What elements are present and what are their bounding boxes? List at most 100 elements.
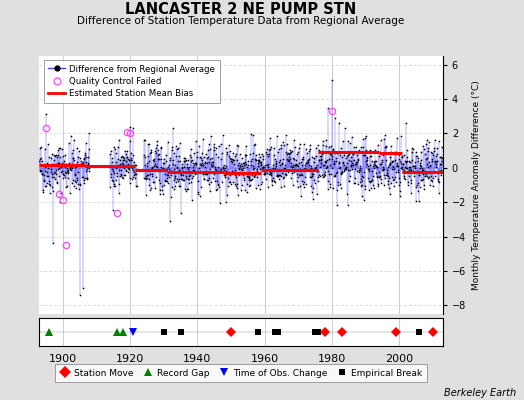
Legend: Station Move, Record Gap, Time of Obs. Change, Empirical Break: Station Move, Record Gap, Time of Obs. C… (56, 364, 427, 382)
Point (281, 162, 289, 168)
Point (79, 174, 87, 180)
Point (218, 179, 226, 185)
Point (259, 152, 268, 159)
Point (36, 166, 44, 173)
Point (225, 142, 233, 148)
Point (436, 154, 444, 160)
Point (202, 177, 211, 184)
Point (211, 166, 219, 173)
Point (319, 142, 328, 149)
Point (173, 164, 181, 170)
Point (143, 171, 151, 178)
Point (334, 181, 342, 188)
Point (123, 164, 132, 171)
Point (354, 157, 363, 163)
Point (431, 173, 440, 179)
Point (244, 158, 252, 164)
Point (60, 158, 69, 164)
Point (423, 172, 431, 179)
Point (430, 148, 439, 154)
Point (370, 159, 378, 165)
Point (345, 173, 354, 179)
Point (234, 192, 242, 198)
Point (277, 145, 285, 151)
Point (243, 188, 251, 195)
Point (40, 176, 49, 183)
Point (384, 178, 392, 184)
Point (367, 185, 375, 191)
Point (81, 175, 89, 182)
Point (151, 144, 160, 151)
Point (40, 178, 48, 184)
Point (238, 155, 246, 162)
Point (316, 156, 325, 162)
Point (85, 146, 93, 152)
Point (54, 160, 62, 166)
Point (396, 158, 404, 164)
Point (58, 168, 66, 174)
Point (383, 144, 391, 150)
Point (360, 169, 368, 175)
Point (323, 157, 332, 163)
Point (193, 153, 201, 160)
Point (353, 159, 361, 165)
Point (67, 161, 75, 167)
Point (153, 138, 161, 144)
Point (174, 176, 183, 182)
Point (429, 183, 438, 189)
Point (385, 160, 394, 167)
Point (263, 170, 271, 177)
Point (203, 160, 211, 166)
Point (144, 152, 152, 159)
Point (141, 175, 150, 182)
Point (160, 160, 168, 166)
Point (141, 176, 150, 182)
Point (160, 156, 168, 162)
Point (360, 197, 368, 203)
Point (337, 145, 345, 152)
Point (304, 156, 312, 163)
Point (49, 170, 58, 176)
Point (301, 162, 309, 168)
Point (292, 157, 300, 163)
Point (379, 164, 387, 170)
Point (219, 132, 227, 138)
Point (209, 175, 217, 181)
Point (348, 134, 356, 140)
Point (422, 171, 430, 177)
Point (333, 150, 341, 156)
Point (140, 137, 148, 143)
Point (208, 163, 216, 169)
Point (125, 166, 133, 173)
Point (69, 155, 77, 161)
Point (181, 158, 190, 164)
Point (129, 152, 137, 158)
Point (285, 154, 293, 160)
Point (270, 178, 278, 184)
Point (320, 171, 329, 177)
Point (375, 174, 383, 180)
Point (401, 120, 410, 126)
Point (132, 171, 140, 177)
Point (376, 173, 384, 180)
Point (368, 177, 377, 184)
Point (250, 165, 258, 172)
Point (75, 162, 83, 169)
Point (225, 148, 234, 154)
Point (115, 157, 124, 164)
Point (207, 133, 215, 140)
Point (387, 149, 395, 155)
Point (60, 172, 68, 178)
Point (369, 182, 377, 188)
Point (361, 182, 369, 189)
Point (126, 138, 134, 144)
Point (390, 166, 398, 172)
Point (163, 166, 171, 172)
Point (179, 172, 188, 178)
Point (294, 174, 302, 180)
Point (357, 177, 366, 184)
Point (302, 160, 310, 166)
Point (286, 147, 294, 153)
Point (328, 153, 336, 160)
Point (212, 145, 220, 151)
